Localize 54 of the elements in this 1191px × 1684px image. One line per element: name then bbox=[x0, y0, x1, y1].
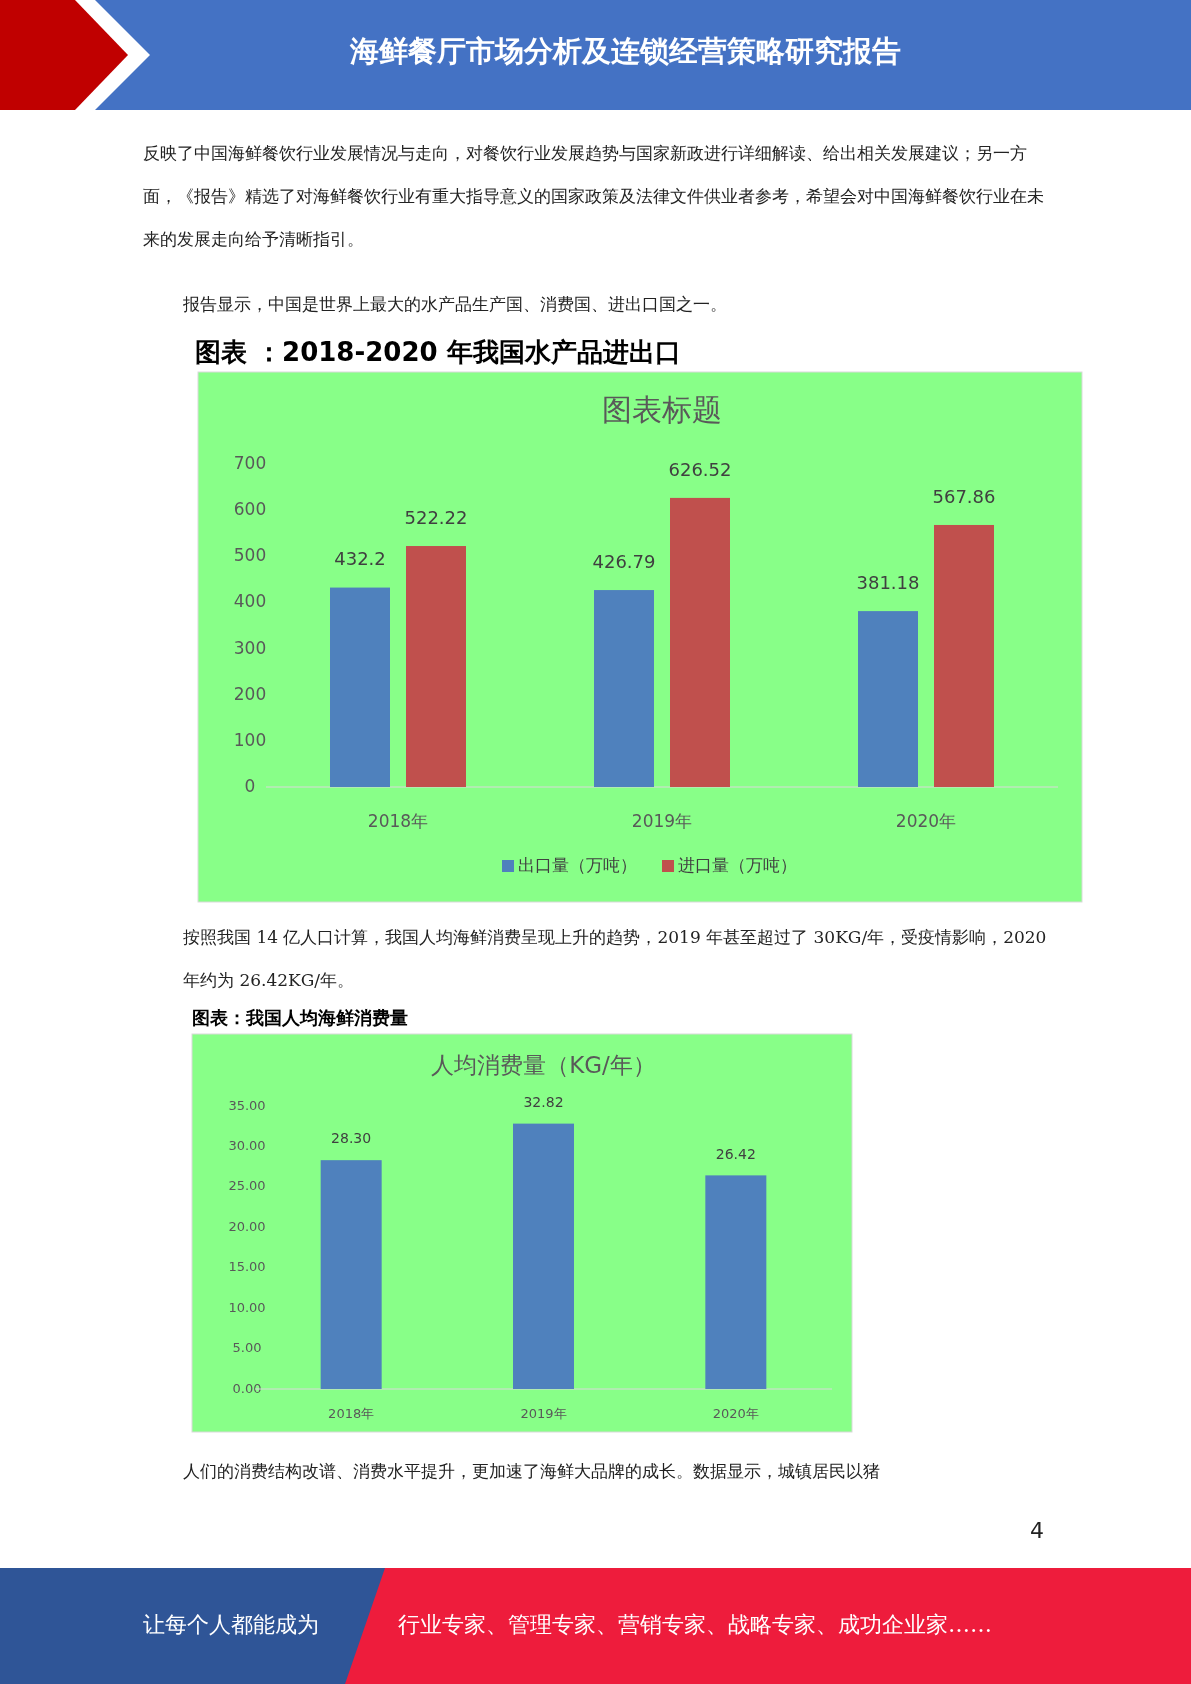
y-tick-label: 300 bbox=[233, 637, 267, 658]
data-label: 26.42 bbox=[715, 1145, 756, 1162]
y-tick-label: 25.00 bbox=[228, 1178, 266, 1194]
y-tick-label: 500 bbox=[233, 545, 267, 566]
data-label: 522.22 bbox=[404, 506, 468, 528]
y-tick-label: 30.00 bbox=[228, 1137, 266, 1153]
legend-label: 进口量（万吨） bbox=[678, 855, 797, 875]
text: 按照我国 14 亿人口计算，我国人均海鲜消费呈现上升的趋势，2019 年甚至超过了 30KG/年，受疫情影响，2020 年约为 26.42KG/年。 bbox=[183, 927, 1047, 990]
bar bbox=[406, 546, 466, 787]
chart-title: 图表：我国人均海鲜消费量 bbox=[192, 1006, 408, 1030]
text: 让每个人都能成为 bbox=[143, 1611, 319, 1639]
x-tick-label: 2020年 bbox=[895, 811, 957, 831]
data-label: 28.30 bbox=[331, 1130, 372, 1147]
bar bbox=[705, 1175, 767, 1390]
x-tick-label: 2019年 bbox=[631, 811, 693, 831]
bar bbox=[320, 1160, 382, 1389]
text: 行业专家、管理专家、营销专家、战略专家、成功企业家…… bbox=[398, 1611, 992, 1639]
y-tick-label: 600 bbox=[233, 499, 267, 520]
text: 海鲜餐厅市场分析及连锁经营策略研究报告 bbox=[349, 33, 902, 70]
data-label: 426.79 bbox=[592, 550, 656, 572]
text: 4 bbox=[1030, 1518, 1044, 1543]
data-label: 381.18 bbox=[856, 571, 920, 593]
bar bbox=[934, 524, 994, 787]
data-label: 432.2 bbox=[334, 548, 386, 570]
y-tick-label: 200 bbox=[233, 683, 267, 704]
bar bbox=[513, 1123, 574, 1389]
chart-subtitle: 图表标题 bbox=[602, 391, 722, 427]
data-label: 626.52 bbox=[668, 458, 732, 480]
bar bbox=[670, 497, 730, 787]
text: 反映了中国海鲜餐饮行业发展情况与走向，对餐饮行业发展趋势与国家新政进行详细解读、给出相关发展建议；另一方面，《报告》精选了对海鲜餐饮行业有重大指导意义的国家政策及法律文件供业者参考，希望会对中国海鲜餐饮行业在未来的发展走向给予清晰指引。 bbox=[143, 143, 1044, 249]
y-tick-label: 400 bbox=[233, 591, 267, 612]
x-tick-label: 2020年 bbox=[712, 1405, 759, 1421]
bar bbox=[858, 611, 918, 787]
chart-subtitle: 人均消费量（KG/年） bbox=[431, 1051, 656, 1078]
y-tick-label: 100 bbox=[233, 729, 267, 750]
data-label: 32.82 bbox=[523, 1093, 564, 1110]
data-label: 567.86 bbox=[932, 485, 996, 507]
y-tick-label: 0.00 bbox=[232, 1380, 262, 1396]
y-tick-label: 15.00 bbox=[228, 1259, 266, 1275]
y-tick-label: 5.00 bbox=[232, 1340, 262, 1356]
x-tick-label: 2018年 bbox=[367, 811, 429, 831]
text: 报告显示，中国是世界上最大的水产品生产国、消费国、进出口国之一。 bbox=[183, 293, 728, 316]
y-tick-label: 700 bbox=[233, 453, 267, 473]
legend-label: 出口量（万吨） bbox=[518, 855, 637, 875]
y-tick-label: 0 bbox=[244, 776, 256, 796]
y-tick-label: 20.00 bbox=[228, 1218, 266, 1234]
chart-title: 图表 ：2018-2020 年我国水产品进出口 bbox=[195, 336, 681, 369]
y-tick-label: 10.00 bbox=[228, 1299, 266, 1315]
y-tick-label: 35.00 bbox=[228, 1097, 266, 1113]
bar bbox=[330, 587, 390, 787]
bar bbox=[594, 590, 654, 787]
text: 人们的消费结构改谱、消费水平提升，更加速了海鲜大品牌的成长。数据显示，城镇居民以猪 bbox=[183, 1460, 881, 1483]
x-tick-label: 2019年 bbox=[520, 1405, 567, 1421]
x-tick-label: 2018年 bbox=[328, 1405, 375, 1421]
